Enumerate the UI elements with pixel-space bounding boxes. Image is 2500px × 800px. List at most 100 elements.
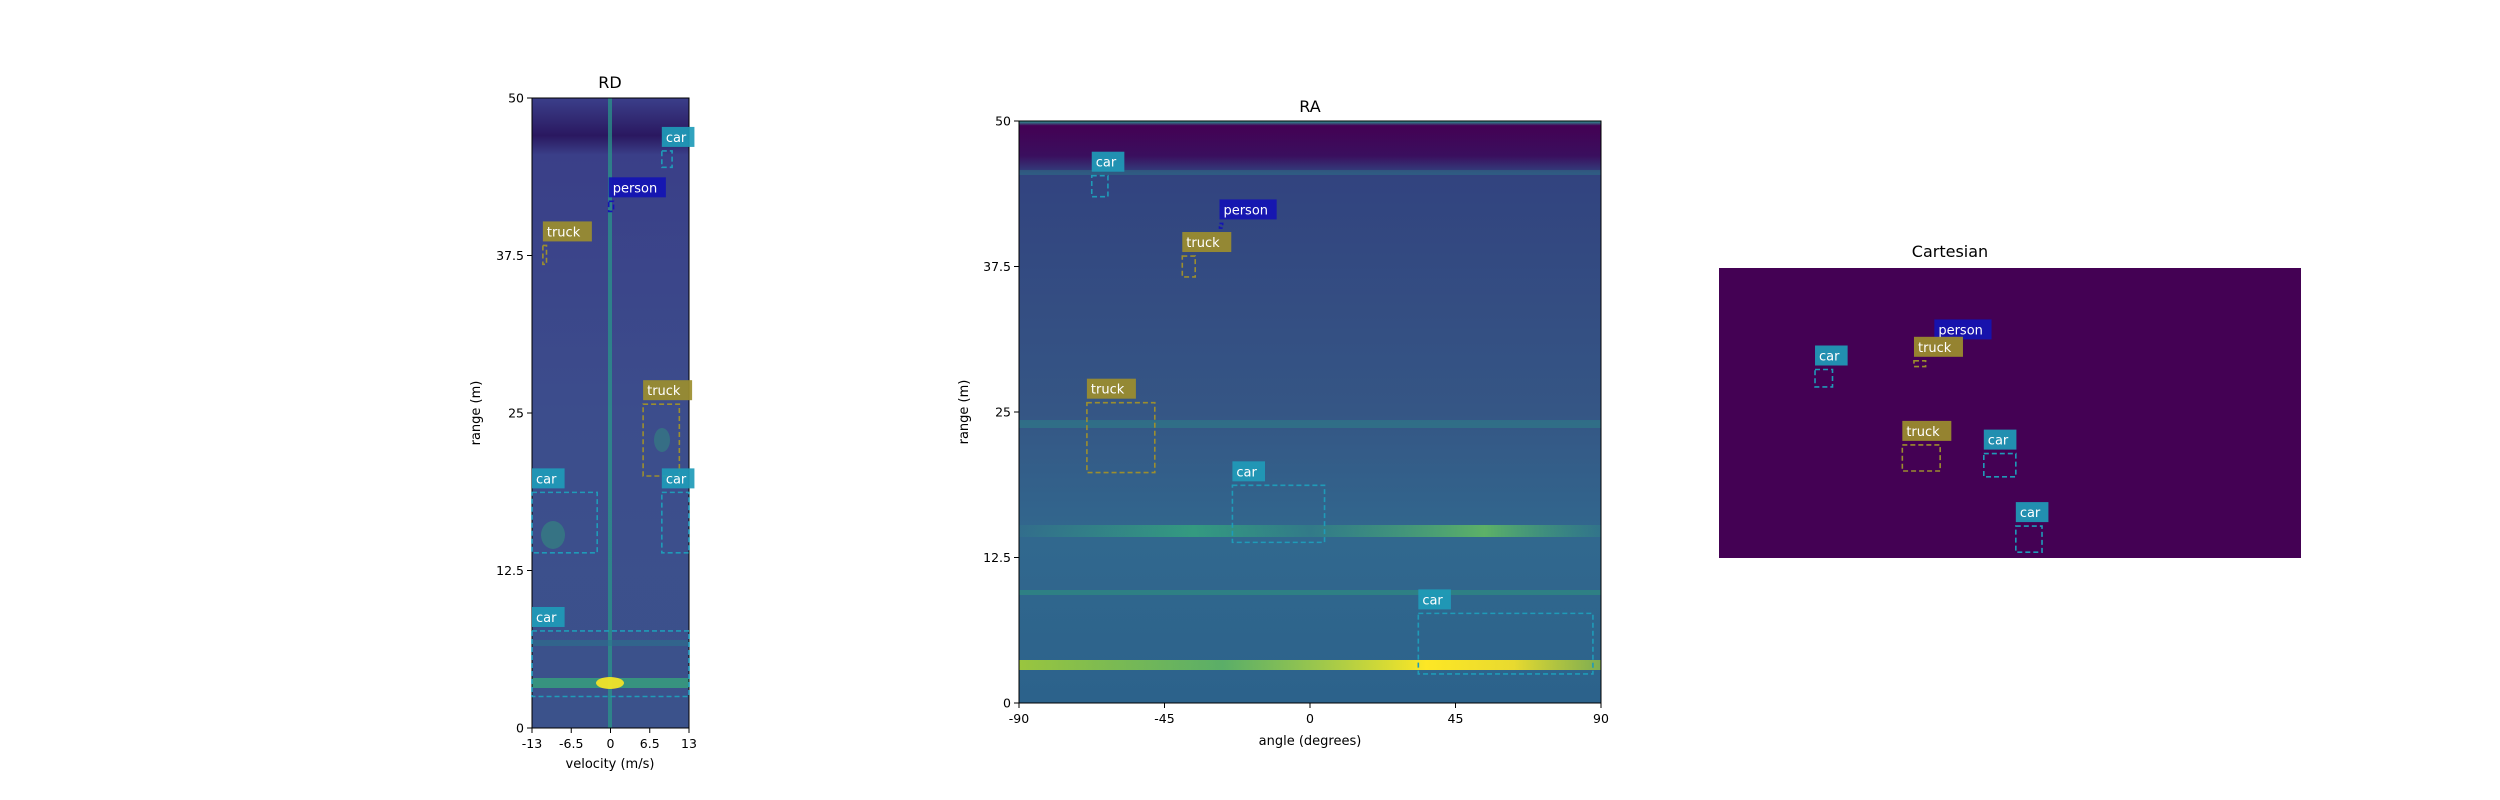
- cartesian-label-text: car: [2020, 506, 2041, 521]
- ra-ylabel: range (m): [957, 380, 972, 445]
- ra-label-text: car: [1422, 593, 1443, 608]
- cartesian-label-badge: [1983, 429, 2017, 450]
- cartesian-heatmap: [1719, 268, 2301, 558]
- cartesian-label-badge: [1815, 345, 1848, 366]
- ra-bbox-truck: [1181, 255, 1197, 278]
- cartesian-label-person: person: [1934, 319, 1992, 340]
- rd-xtick-label: 6.5: [640, 736, 660, 751]
- rd-ytick-label: 50: [508, 91, 524, 106]
- ra-ytick-label: 37.5: [983, 259, 1011, 274]
- ra-label-badge: [1232, 461, 1265, 482]
- rd-bbox-car: [661, 491, 690, 554]
- rd-label-car: car: [661, 126, 695, 147]
- rd-bbox-car: [661, 150, 673, 169]
- rd-xtick-label: -13: [522, 736, 542, 751]
- rd-ytick-label: 25: [508, 406, 524, 421]
- rd-label-text: person: [613, 181, 658, 196]
- ra-xtick-label: 90: [1593, 711, 1609, 726]
- ra-label-person: person: [1219, 199, 1277, 220]
- cartesian-bbox-car: [2015, 525, 2043, 553]
- rd-label-truck: truck: [643, 380, 693, 401]
- rd-xtick-label: 0: [607, 736, 615, 751]
- rd-label-car: car: [532, 468, 565, 489]
- ra-label-badge: [1219, 199, 1277, 220]
- rd-bbox-truck: [542, 244, 548, 266]
- ra-label-text: car: [1096, 156, 1117, 171]
- ra-bbox-person: [1218, 222, 1224, 229]
- rd-label-badge: [608, 177, 666, 198]
- ra-label-truck: truck: [1182, 232, 1232, 253]
- ra-panel: RA car person truck truck car car -90 -45 0 45 90…: [957, 97, 1609, 749]
- rd-label-text: car: [666, 472, 687, 487]
- ra-heatmap: [1019, 121, 1601, 703]
- rd-bbox-person: [607, 200, 615, 213]
- cartesian-label-badge: [2015, 502, 2049, 523]
- rd-ylabel: range (m): [469, 381, 484, 446]
- ra-bbox-car: [1417, 612, 1594, 675]
- rd-xlabel: velocity (m/s): [566, 757, 655, 772]
- ra-label-text: truck: [1186, 236, 1220, 251]
- rd-label-text: car: [536, 472, 557, 487]
- rd-ytick-label: 12.5: [496, 563, 524, 578]
- ra-label-car: car: [1418, 589, 1451, 610]
- ra-label-badge: [1091, 151, 1125, 172]
- ra-bbox-car: [1090, 174, 1109, 198]
- rd-label-badge: [532, 468, 565, 489]
- ra-xlabel: angle (degrees): [1259, 734, 1362, 749]
- cartesian-label-badge: [1934, 319, 1992, 340]
- cartesian-bbox-car: [1814, 368, 1834, 388]
- ra-xtick-label: -45: [1154, 711, 1174, 726]
- ra-label-badge: [1418, 589, 1451, 610]
- rd-label-text: truck: [547, 225, 581, 240]
- ra-label-badge: [1182, 232, 1232, 253]
- ra-label-text: car: [1236, 465, 1257, 480]
- cartesian-bbox-truck: [1901, 444, 1941, 472]
- rd-title: RD: [598, 73, 621, 92]
- rd-label-badge: [643, 380, 693, 401]
- rd-label-truck: truck: [542, 221, 592, 242]
- ra-bbox-car: [1231, 484, 1326, 544]
- ra-label-car: car: [1091, 151, 1125, 172]
- rd-bbox-truck: [642, 403, 681, 477]
- cartesian-label-car: car: [2015, 502, 2049, 523]
- cartesian-title: Cartesian: [1912, 242, 1988, 261]
- ra-label-badge: [1086, 378, 1136, 399]
- ra-label-truck: truck: [1086, 378, 1136, 399]
- rd-xtick-label: -6.5: [559, 736, 583, 751]
- cartesian-label-text: car: [1819, 350, 1840, 365]
- rd-label-car: car: [661, 468, 695, 489]
- cartesian-panel: Cartesian person car truck truck car car: [1719, 242, 2301, 558]
- rd-label-badge: [542, 221, 592, 242]
- cartesian-bbox-car: [1983, 452, 2017, 478]
- cartesian-label-truck: truck: [1913, 336, 1963, 357]
- ra-ytick-label: 50: [995, 114, 1011, 129]
- rd-label-badge: [661, 468, 695, 489]
- ra-xtick-label: 45: [1448, 711, 1464, 726]
- ra-ytick-label: 25: [995, 405, 1011, 420]
- ra-label-text: person: [1223, 203, 1268, 218]
- cartesian-label-text: truck: [1906, 425, 1940, 440]
- rd-label-text: car: [536, 611, 557, 626]
- cartesian-label-text: person: [1938, 323, 1983, 338]
- ra-title: RA: [1299, 97, 1320, 116]
- rd-bbox-car: [531, 491, 599, 554]
- cartesian-label-truck: truck: [1902, 420, 1952, 441]
- rd-panel: RD car person truck truck car car car -13 -6.5 0…: [469, 73, 697, 772]
- rd-ytick-label: 0: [516, 721, 524, 736]
- cartesian-label-car: car: [1983, 429, 2017, 450]
- ra-xtick-label: -90: [1009, 711, 1029, 726]
- cartesian-label-badge: [1902, 420, 1952, 441]
- rd-label-text: car: [666, 131, 687, 146]
- ra-xtick-label: 0: [1306, 711, 1314, 726]
- ra-bbox-truck: [1086, 401, 1156, 474]
- ra-label-text: truck: [1091, 383, 1125, 398]
- ra-label-car: car: [1232, 461, 1265, 482]
- ra-ytick-label: 0: [1003, 696, 1011, 711]
- cartesian-label-text: car: [1988, 434, 2009, 449]
- rd-ytick-label: 37.5: [496, 248, 524, 263]
- cartesian-label-car: car: [1815, 345, 1848, 366]
- rd-xtick-label: 13: [681, 736, 697, 751]
- rd-bbox-car: [531, 630, 690, 698]
- rd-label-badge: [532, 606, 565, 627]
